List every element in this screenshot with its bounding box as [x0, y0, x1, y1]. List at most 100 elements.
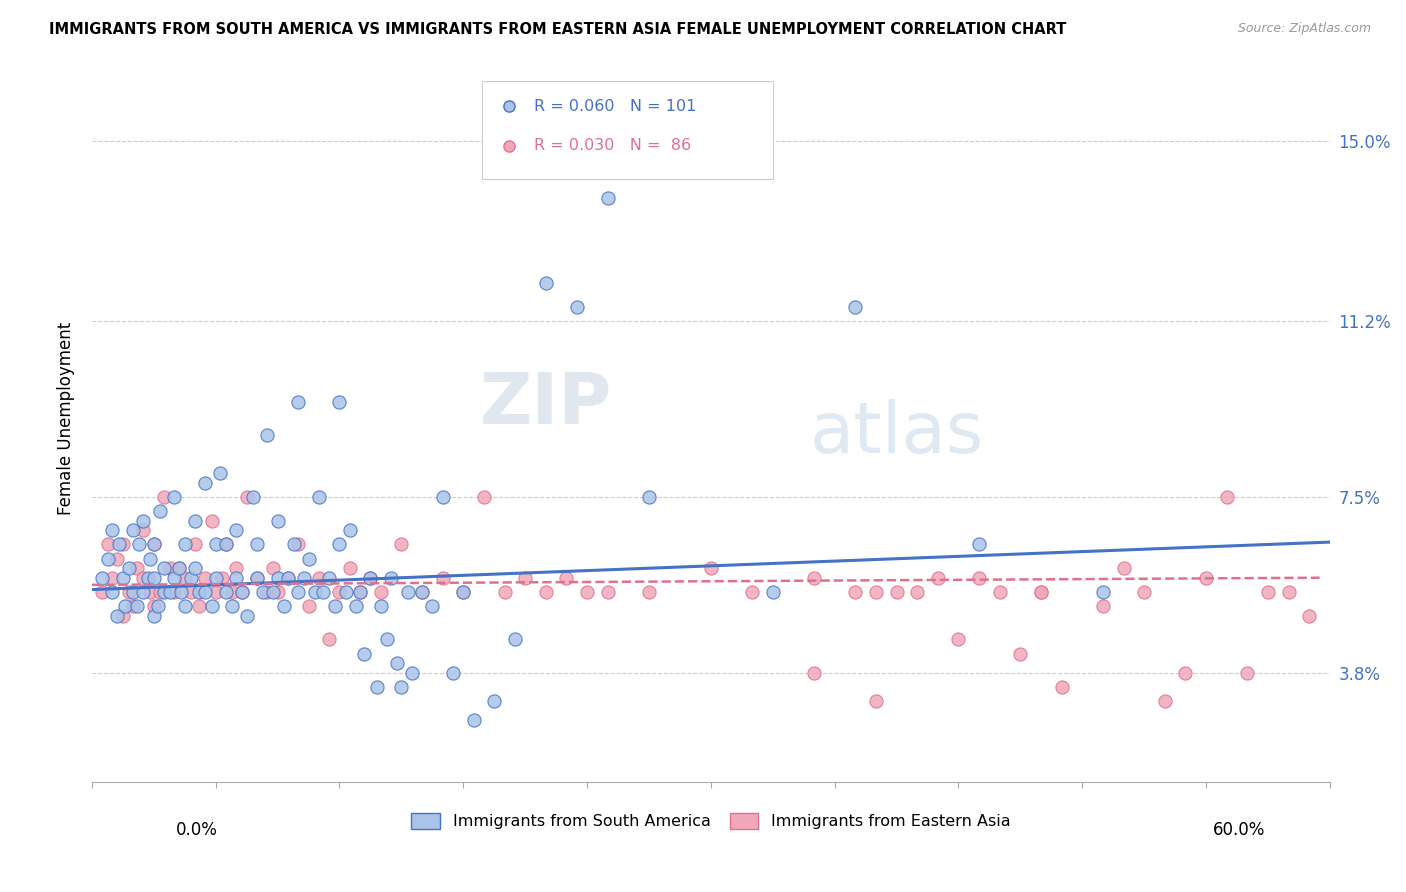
- Point: [132, 514, 155, 528]
- Point: [128, 537, 150, 551]
- Point: [375, 632, 398, 647]
- Point: [463, 713, 485, 727]
- Point: [142, 537, 165, 551]
- Point: [159, 561, 181, 575]
- Point: [1195, 571, 1218, 585]
- Point: [142, 608, 165, 623]
- Point: [262, 585, 284, 599]
- Point: [184, 537, 207, 551]
- Point: [266, 571, 288, 585]
- Point: [262, 561, 284, 575]
- Point: [865, 694, 887, 708]
- Point: [484, 694, 506, 708]
- Text: atlas: atlas: [810, 399, 984, 467]
- Point: [114, 599, 136, 614]
- Point: [204, 537, 226, 551]
- Point: [389, 680, 412, 694]
- Point: [142, 537, 165, 551]
- Point: [184, 514, 207, 528]
- Point: [335, 585, 357, 599]
- Point: [905, 585, 928, 599]
- Point: [194, 475, 217, 490]
- Point: [132, 571, 155, 585]
- Point: [380, 571, 402, 585]
- Point: [292, 571, 315, 585]
- Point: [411, 585, 433, 599]
- Point: [231, 585, 253, 599]
- Point: [370, 599, 392, 614]
- Point: [153, 561, 176, 575]
- Point: [596, 585, 619, 599]
- Point: [225, 561, 247, 575]
- Point: [127, 561, 149, 575]
- Point: [163, 585, 186, 599]
- Point: [188, 599, 211, 614]
- Text: 0.0%: 0.0%: [176, 821, 218, 838]
- Point: [111, 608, 134, 623]
- Point: [277, 571, 299, 585]
- Point: [287, 585, 309, 599]
- Point: [287, 537, 309, 551]
- Point: [370, 585, 392, 599]
- Point: [188, 585, 211, 599]
- Point: [1029, 585, 1052, 599]
- Point: [200, 599, 222, 614]
- Point: [967, 571, 990, 585]
- Point: [283, 537, 305, 551]
- Point: [297, 599, 319, 614]
- Point: [167, 561, 190, 575]
- Point: [225, 523, 247, 537]
- Point: [401, 665, 423, 680]
- Point: [153, 490, 176, 504]
- Point: [231, 585, 253, 599]
- Point: [318, 632, 340, 647]
- Point: [349, 585, 371, 599]
- FancyBboxPatch shape: [482, 80, 773, 178]
- Point: [194, 571, 217, 585]
- Point: [328, 395, 350, 409]
- Point: [122, 585, 145, 599]
- Point: [328, 537, 350, 551]
- Point: [1216, 490, 1239, 504]
- Point: [215, 537, 238, 551]
- Point: [138, 585, 160, 599]
- Point: [1174, 665, 1197, 680]
- Point: [494, 585, 516, 599]
- Text: ZIP: ZIP: [479, 369, 612, 439]
- Point: [204, 585, 226, 599]
- Point: [159, 585, 181, 599]
- Point: [101, 571, 124, 585]
- Point: [122, 523, 145, 537]
- Point: [451, 585, 474, 599]
- Point: [948, 632, 970, 647]
- Point: [235, 490, 257, 504]
- Point: [515, 571, 537, 585]
- Point: [153, 585, 176, 599]
- Point: [173, 571, 195, 585]
- Point: [200, 514, 222, 528]
- Point: [163, 571, 186, 585]
- Point: [204, 571, 226, 585]
- Point: [105, 551, 128, 566]
- Point: [411, 585, 433, 599]
- Text: 60.0%: 60.0%: [1213, 821, 1265, 838]
- Point: [803, 665, 825, 680]
- Point: [503, 632, 526, 647]
- Point: [235, 608, 257, 623]
- Legend: Immigrants from South America, Immigrants from Eastern Asia: Immigrants from South America, Immigrant…: [405, 807, 1017, 836]
- Point: [312, 585, 335, 599]
- Point: [638, 585, 661, 599]
- Point: [105, 608, 128, 623]
- Point: [1112, 561, 1135, 575]
- Point: [127, 599, 149, 614]
- Point: [180, 585, 202, 599]
- Point: [1091, 599, 1114, 614]
- Point: [741, 585, 763, 599]
- Point: [1298, 608, 1320, 623]
- Point: [700, 561, 723, 575]
- Point: [596, 191, 619, 205]
- Point: [1236, 665, 1258, 680]
- Point: [118, 561, 141, 575]
- Point: [180, 571, 202, 585]
- Point: [211, 571, 233, 585]
